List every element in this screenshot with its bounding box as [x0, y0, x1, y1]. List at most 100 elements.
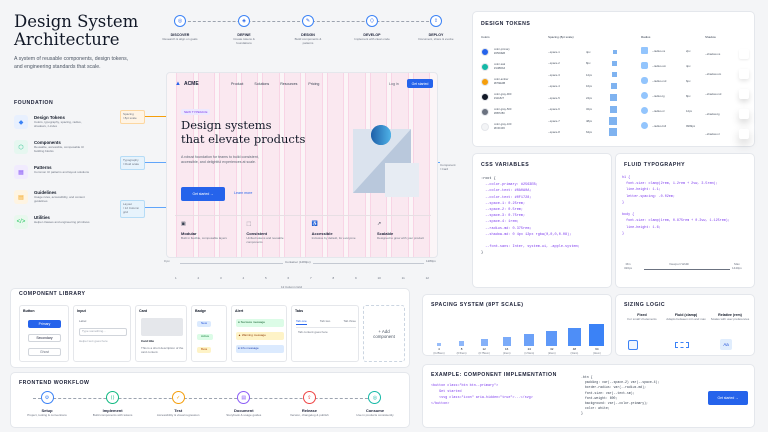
layout-pointer [145, 207, 166, 208]
deploy-icon: ⇪ [430, 15, 442, 27]
page-description: A system of reusable components, design … [14, 56, 129, 71]
code-line: Get started [431, 390, 462, 394]
tab-item[interactable]: Tab one [296, 319, 307, 325]
info-icon: ● [238, 346, 241, 350]
hero-primary-button[interactable]: Get started → [181, 187, 225, 201]
column-grid-overlay [176, 73, 430, 257]
mock-logo[interactable]: ▲ ACME [175, 81, 199, 87]
spacing-step: 8 (0.5rem) [452, 340, 472, 355]
alert-component: Alert ● Success message ▲ Warning messag… [231, 305, 287, 362]
add-component-button[interactable]: + Add component [363, 305, 405, 362]
example-button[interactable]: Get started → [708, 391, 748, 405]
button-component: Button Primary Secondary Ghost [19, 305, 69, 362]
color-swatch [481, 77, 489, 86]
foundation-item[interactable]: </> Utilities Helper classes and engineeri… [14, 215, 154, 229]
card-image-placeholder [141, 318, 183, 336]
workflow-desc: Version, changelog & publish [290, 413, 329, 417]
grid-label: 12 Column Grid [281, 285, 303, 289]
process-step-discover[interactable]: ◎ DISCOVER Research & align on goals [162, 13, 198, 42]
foundation-item[interactable]: ▤ Guidelines Usage rules, accessibility, a… [14, 190, 154, 204]
badge-beta: Beta [197, 347, 212, 353]
workflow-title: Document [234, 408, 254, 413]
process-step-develop[interactable]: ⟨⟩ DEVELOP Implement with clean code [354, 13, 390, 42]
workflow-step-consume[interactable]: ◎ Consume Use in products consistently [349, 391, 401, 418]
spacing-step: 24 (1.5rem) [519, 333, 539, 355]
nav-link[interactable]: Resources [280, 82, 298, 86]
example-implementation-card: EXAMPLE: COMPONENT IMPLEMENTATION <butto… [422, 364, 755, 428]
primary-button[interactable]: Primary [28, 320, 61, 328]
secondary-button[interactable]: Secondary [28, 334, 61, 342]
alert-success: ● Success message [236, 319, 284, 327]
code-line: } [581, 411, 583, 416]
code-line: line-height: 1.1; [622, 188, 661, 193]
foundation-item[interactable]: ◆ Design Tokens Colors, typography, spacin… [14, 115, 154, 129]
process-step-deploy[interactable]: ⇪ DEPLOY Document, share & evolve [418, 13, 454, 42]
text-input[interactable]: Type something... [79, 328, 127, 336]
foundation-item[interactable]: ▦ Patterns Common UI patterns and layout s… [14, 165, 154, 179]
workflow-step-document[interactable]: ▤ Document Storybook & usage guides [218, 391, 270, 418]
hero-secondary-link[interactable]: Learn more [234, 191, 253, 195]
annotation-layout: Layout / 12 Column grid [120, 200, 145, 218]
workflow-step-test[interactable]: ✓ Test Accessibility & visual regression [152, 391, 204, 418]
nav-link[interactable]: Product [231, 82, 244, 86]
test-icon: ✓ [171, 391, 185, 404]
code-line: font-size: clamp(1rem, 0.875rem + 0.3vw,… [622, 219, 730, 224]
frontend-workflow-heading: FRONTEND WORKFLOW [19, 380, 90, 386]
code-line: } [622, 200, 625, 205]
code-line: } [622, 231, 625, 236]
process-step-design[interactable]: ✎ DESIGN Build components & patterns [290, 13, 326, 46]
badge-active: Active [197, 334, 214, 340]
grid-column [219, 73, 237, 257]
workflow-connector [33, 398, 378, 399]
process-step-define[interactable]: ◈ DEFINE Create tokens & foundations [226, 13, 262, 46]
workflow-desc: Project, tooling & conventions [27, 413, 67, 417]
process-title: DEFINE [237, 33, 251, 37]
shadow-swatch [739, 129, 749, 139]
workflow-step-setup[interactable]: ⚙ Setup Project, tooling & conventions [21, 391, 73, 418]
color-token: color-primary #2563EB [481, 44, 511, 59]
tabs-component: Tabs Tab one Tab two Tab three Tab content… [291, 305, 359, 362]
column-number: 12 [425, 276, 429, 280]
ghost-button[interactable]: Ghost [28, 348, 61, 356]
spacing-token: --space-7 48px [548, 115, 617, 127]
radius-token: --radius-md 6px [641, 73, 695, 88]
fluid-typography-heading: FLUID TYPOGRAPHY [624, 162, 686, 168]
spacing-system-heading: SPACING SYSTEM (8PT SCALE) [431, 302, 524, 308]
code-line: <svg class="icon" aria-hidden="true">...… [431, 396, 533, 400]
hero-badge: NEW TYPEFACE [181, 109, 211, 115]
feature-row: ▣ Modular Built in flexible, composable la… [181, 221, 431, 245]
fluid-typography-card: FLUID TYPOGRAPHY h1 { font-size: clamp(2… [615, 153, 755, 288]
nav-link[interactable]: Solutions [254, 82, 270, 86]
feature-item: ↗ Scalable Designed to grow with your prod… [377, 221, 431, 245]
login-link[interactable]: Log in [389, 82, 399, 86]
feature-icon: ▣ [181, 221, 186, 227]
shadow-swatch [739, 69, 749, 79]
shadow-swatch [739, 109, 749, 119]
foundation-item[interactable]: ⬡ Components Reusable, accessible, composa… [14, 140, 154, 154]
define-icon: ◈ [238, 15, 250, 27]
column-number: 6 [287, 276, 290, 280]
tab-item[interactable]: Tab three [343, 319, 356, 323]
page-title: Design System Architecture [14, 12, 139, 50]
spacing-swatch [609, 105, 617, 113]
code-line: --space-2: 0.5rem; [481, 207, 524, 212]
tab-item[interactable]: Tab two [319, 319, 331, 323]
nav-cta-button[interactable]: Get started [407, 79, 433, 88]
workflow-step-implement[interactable]: ⟨⟩ Implement Build components with tokens [87, 391, 139, 418]
spacing-bar [589, 323, 605, 346]
sizing-option: Fluid (clamp) Adapts between min and max [666, 313, 706, 321]
tab-list: Tab one Tab two Tab three [296, 319, 356, 328]
workflow-step-release[interactable]: ⇪ Release Version, changelog & publish [283, 391, 335, 418]
process-desc: Implement with clean code [354, 37, 390, 41]
nav-link[interactable]: Pricing [308, 82, 320, 86]
type-pointer [145, 162, 166, 163]
code-line: --space-4: 1rem; [481, 220, 519, 225]
code-line: padding: var(--space-2) var(--space-4); [581, 380, 660, 385]
foundation-icon: ◆ [14, 115, 28, 129]
spacing-swatch [611, 72, 617, 78]
sizing-option: Fixed For small UI elements [627, 313, 657, 321]
foundation-icon: </> [14, 215, 28, 229]
column-number: 1 [175, 276, 177, 280]
feature-divider [175, 215, 431, 216]
shadow-swatch [739, 89, 749, 99]
